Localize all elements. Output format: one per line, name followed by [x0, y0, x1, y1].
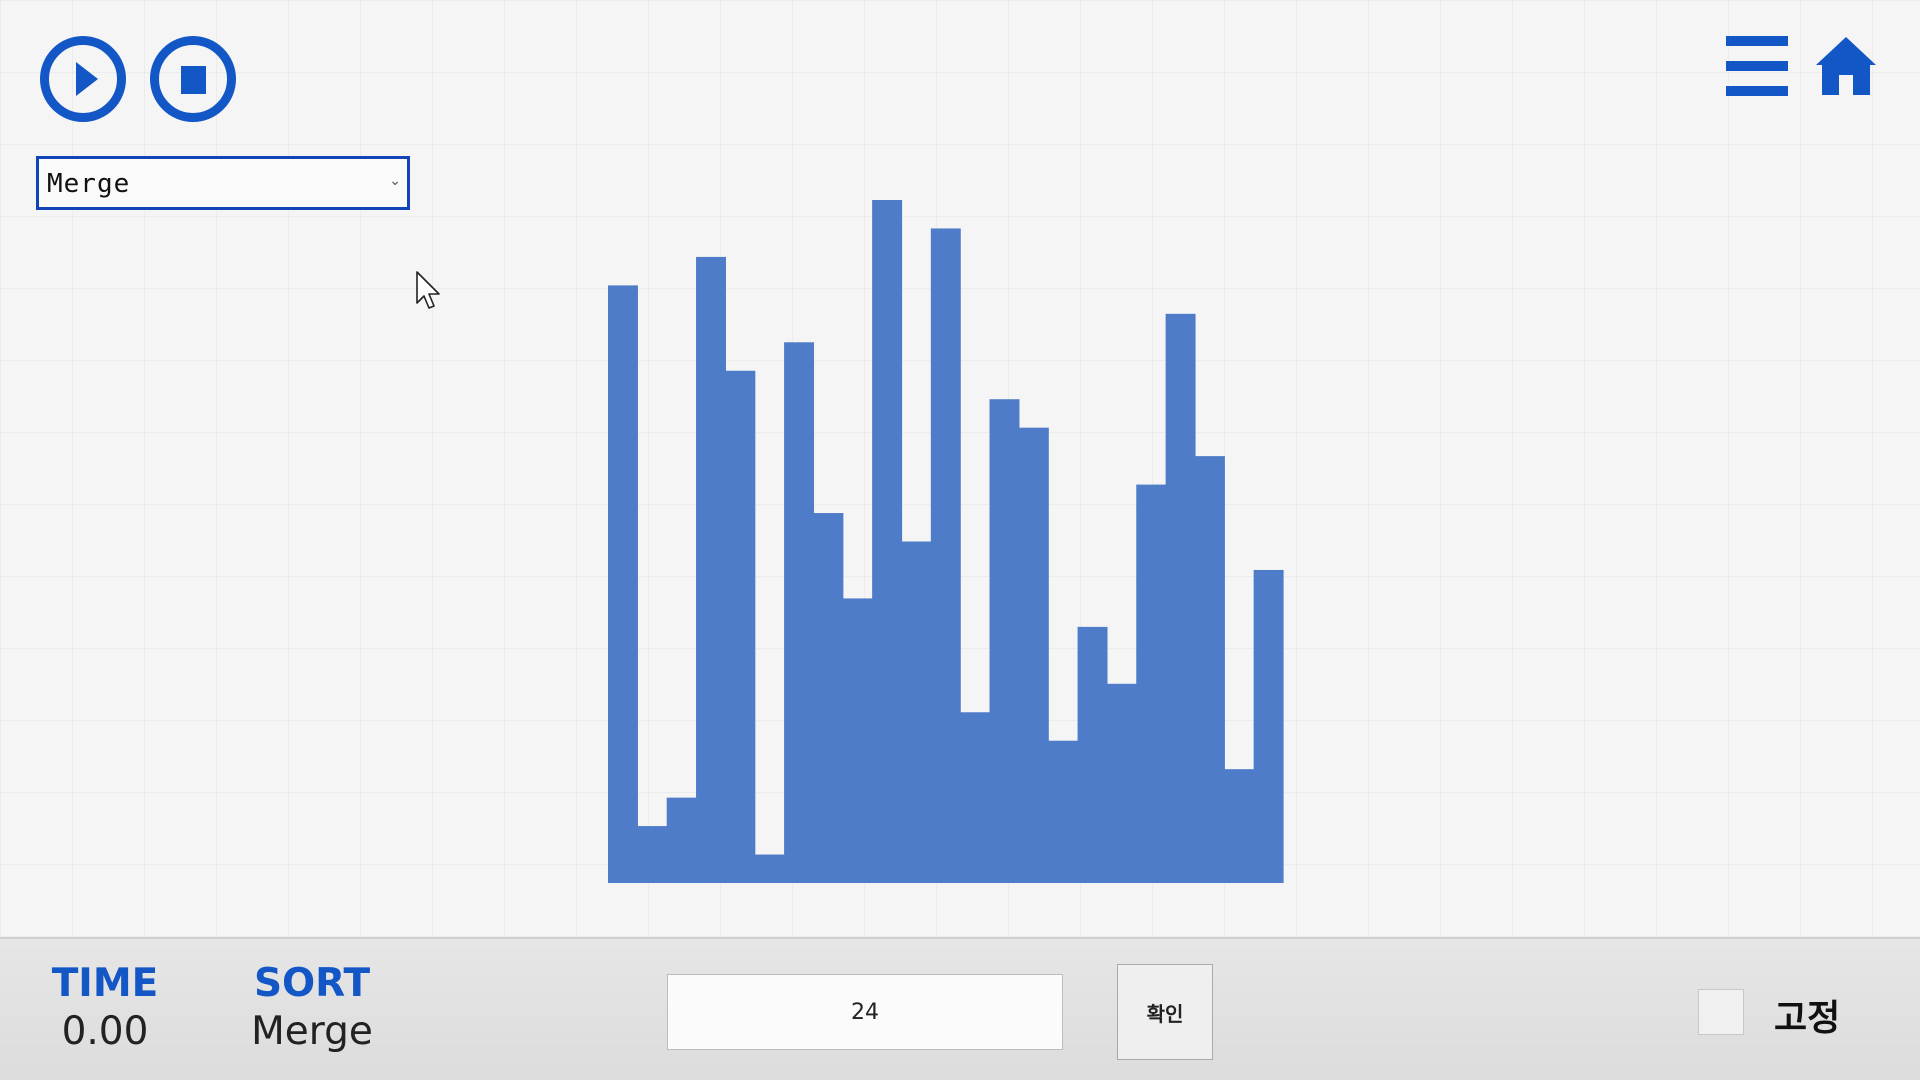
fix-checkbox[interactable] — [1698, 989, 1744, 1035]
sort-title: SORT — [253, 961, 371, 1006]
chart-bar — [1106, 683, 1137, 883]
menu-button[interactable] — [1726, 36, 1788, 96]
algorithm-select-value: Merge — [47, 169, 131, 199]
confirm-button[interactable]: 확인 — [1117, 964, 1213, 1060]
home-button[interactable] — [1814, 34, 1878, 98]
sort-value: Merge — [251, 1009, 373, 1054]
chart-bar — [1224, 769, 1255, 883]
play-icon — [76, 62, 98, 96]
bottom-control-bar: TIME 0.00 SORT Merge 확인 고정 — [0, 937, 1920, 1080]
sort-bar-chart — [608, 200, 1284, 884]
chart-bar — [637, 826, 668, 883]
fix-label: 고정 — [1774, 998, 1841, 1039]
chart-bar — [784, 342, 815, 883]
chart-bar — [1194, 456, 1225, 884]
chart-bar — [1165, 313, 1196, 883]
chart-bar — [1253, 569, 1284, 883]
chart-bar — [930, 228, 961, 884]
chart-bar — [872, 200, 903, 883]
array-size-input[interactable] — [667, 974, 1063, 1050]
stop-icon — [181, 66, 206, 94]
chart-bar — [608, 285, 638, 884]
chart-bar — [989, 399, 1020, 883]
time-title: TIME — [51, 961, 159, 1006]
menu-icon-bar — [1726, 61, 1788, 71]
menu-icon — [1726, 36, 1788, 46]
chart-bar — [666, 797, 697, 884]
stop-button[interactable] — [150, 36, 236, 122]
algorithm-select[interactable]: Merge ⌄ — [36, 156, 410, 210]
chart-bar — [725, 370, 756, 883]
chart-bar — [960, 712, 991, 883]
chart-bar — [813, 513, 844, 883]
chart-bar — [754, 854, 785, 883]
chevron-down-icon: ⌄ — [389, 173, 401, 189]
time-value: 0.00 — [61, 1009, 149, 1054]
home-icon — [1816, 37, 1876, 95]
mouse-cursor-icon — [416, 271, 440, 309]
chart-bar — [842, 598, 873, 883]
chart-bar — [901, 541, 932, 883]
chart-bar — [696, 256, 726, 883]
chart-bar — [1136, 484, 1167, 883]
chart-bar — [1018, 427, 1049, 883]
chart-bar — [1077, 626, 1108, 884]
menu-icon-bar — [1726, 86, 1788, 96]
play-button[interactable] — [40, 36, 126, 122]
chart-bar — [1048, 740, 1079, 883]
